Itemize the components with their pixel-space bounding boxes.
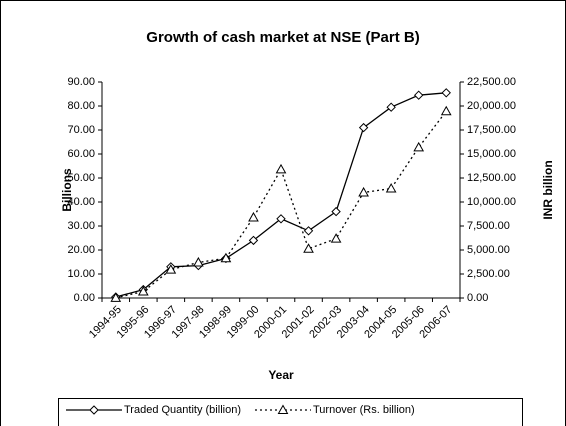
data-point xyxy=(110,292,122,302)
data-point xyxy=(220,252,232,263)
data-point xyxy=(413,90,424,100)
y2-tick-label: 7,500.00 xyxy=(467,220,510,232)
y-axis-title: Billions xyxy=(60,168,74,212)
data-point xyxy=(276,214,286,224)
data-point xyxy=(386,102,396,112)
data-point xyxy=(358,186,369,197)
data-point xyxy=(330,233,342,243)
y-tick-label: 0.00 xyxy=(74,292,95,304)
data-point xyxy=(165,264,177,274)
y-tick-label: 90.00 xyxy=(67,76,95,88)
y-tick-label: 30.00 xyxy=(67,220,95,232)
data-point xyxy=(193,256,204,267)
data-point xyxy=(137,286,149,296)
data-point xyxy=(441,88,451,98)
data-point xyxy=(440,105,452,116)
data-point xyxy=(331,206,341,217)
y-tick-label: 80.00 xyxy=(67,100,95,112)
y2-tick-label: 20,000.00 xyxy=(467,100,516,112)
legend-marker xyxy=(277,404,289,414)
y-tick-label: 50.00 xyxy=(67,172,95,184)
y-tick-label: 40.00 xyxy=(67,196,95,208)
y2-tick-label: 0.00 xyxy=(467,292,488,304)
data-point xyxy=(385,183,397,193)
legend-label: Turnover (Rs. billion) xyxy=(313,404,415,416)
data-point xyxy=(275,163,287,174)
y-tick-label: 20.00 xyxy=(67,244,95,256)
y-tick-label: 70.00 xyxy=(67,124,95,136)
y2-tick-label: 17,500.00 xyxy=(467,124,516,136)
y2-tick-label: 12,500.00 xyxy=(467,172,516,184)
y2-axis-title: INR billion xyxy=(541,160,555,219)
y2-tick-label: 15,000.00 xyxy=(467,148,516,160)
y2-tick-label: 5,000.00 xyxy=(467,244,510,256)
data-point xyxy=(248,235,259,246)
data-point xyxy=(248,211,259,222)
data-point xyxy=(303,243,314,253)
legend-box xyxy=(58,398,523,426)
y2-tick-label: 10,000.00 xyxy=(467,196,516,208)
data-point xyxy=(358,122,369,133)
legend-marker xyxy=(89,405,99,415)
y2-tick-label: 22,500.00 xyxy=(467,76,516,88)
legend-label: Traded Quantity (billion) xyxy=(124,404,241,416)
y-tick-label: 10.00 xyxy=(67,268,95,280)
y-tick-label: 60.00 xyxy=(67,148,95,160)
data-point xyxy=(303,226,314,236)
y2-tick-label: 2,500.00 xyxy=(467,268,510,280)
x-axis-title: Year xyxy=(268,368,294,382)
data-point xyxy=(413,141,425,152)
chart-title: Growth of cash market at NSE (Part B) xyxy=(146,29,419,46)
